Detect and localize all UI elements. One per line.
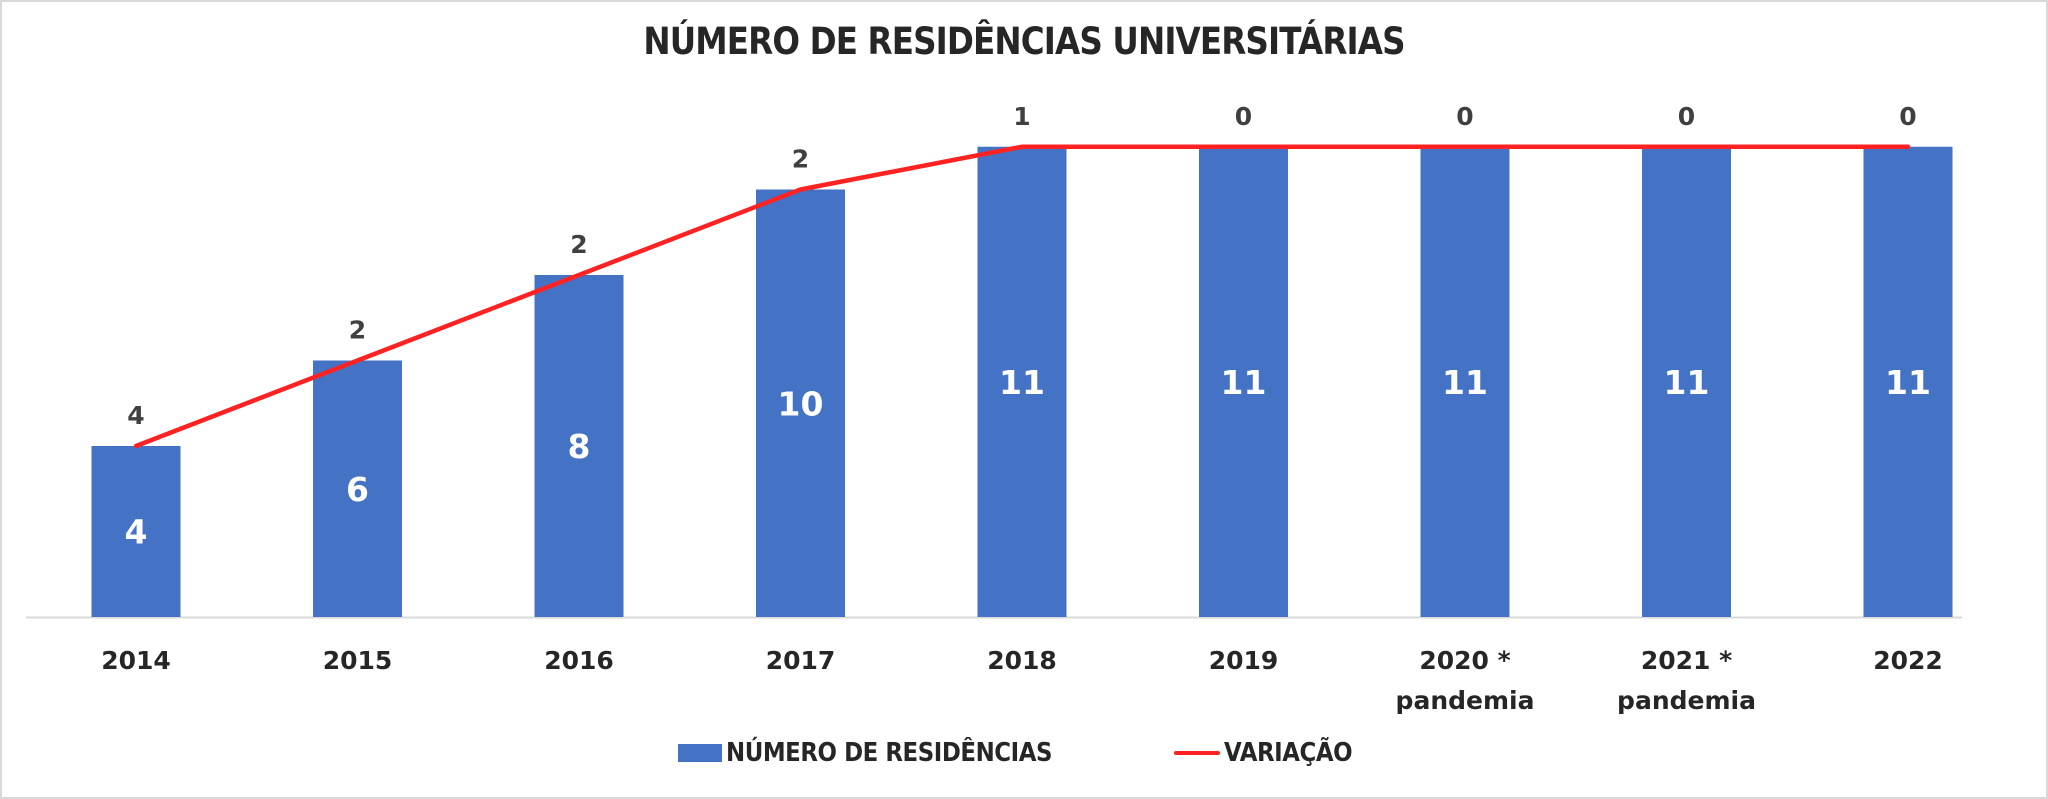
line-value-label: 0 [1456,102,1473,131]
legend-line-swatch [1174,751,1221,755]
x-tick-label: pandemia [1396,686,1535,715]
bar-value-label: 11 [999,363,1045,402]
bar-2022 [1863,146,1953,617]
x-tick-label: 2017 [766,646,836,675]
x-tick-label: 2022 [1873,646,1943,675]
legend-label-bars: NÚMERO DE RESIDÊNCIAS [725,738,1052,768]
chart-title: NÚMERO DE RESIDÊNCIAS UNIVERSITÁRIAS [643,20,1405,63]
bar-2019 [1199,146,1288,617]
line-value-label: 0 [1235,102,1252,131]
bar-2021 [1642,146,1731,617]
bar-value-label: 11 [1664,363,1710,402]
chart-legend: NÚMERO DE RESIDÊNCIAS VARIAÇÃO [0,738,2048,768]
bar-value-label: 10 [778,384,824,423]
line-value-label: 2 [349,316,366,345]
bar-2017 [756,189,845,617]
bar-value-label: 11 [1221,363,1267,402]
x-tick-label: 2021 * [1641,646,1732,675]
x-tick-label: 2020 * [1419,646,1510,675]
line-value-label: 0 [1678,102,1695,131]
line-value-label: 0 [1899,102,1916,131]
bar-value-label: 11 [1442,363,1488,402]
x-tick-label: 2018 [987,646,1057,675]
bar-value-label: 11 [1885,363,1931,402]
bar-2016 [534,275,624,617]
line-value-label: 4 [127,401,144,430]
x-tick-label: 2015 [323,646,393,675]
line-value-label: 2 [570,230,587,259]
bar-value-label: 6 [346,470,369,509]
bar-2018 [977,146,1067,617]
x-tick-label: 2019 [1209,646,1279,675]
line-value-label: 1 [1013,102,1030,131]
line-value-label: 2 [792,145,809,174]
bar-2020 [1420,146,1510,617]
x-tick-label: pandemia [1617,686,1756,715]
legend-item-bars: NÚMERO DE RESIDÊNCIAS [677,738,1096,768]
bar-value-label: 8 [568,427,591,466]
legend-item-line: VARIAÇÃO [1174,738,1370,768]
bar-2015 [313,360,402,617]
legend-bar-swatch [677,744,722,762]
bar-value-label: 4 [125,513,148,552]
legend-label-line: VARIAÇÃO [1224,738,1353,768]
x-tick-label: 2014 [101,646,171,675]
bar-2014 [91,446,181,617]
x-tick-label: 2016 [544,646,614,675]
